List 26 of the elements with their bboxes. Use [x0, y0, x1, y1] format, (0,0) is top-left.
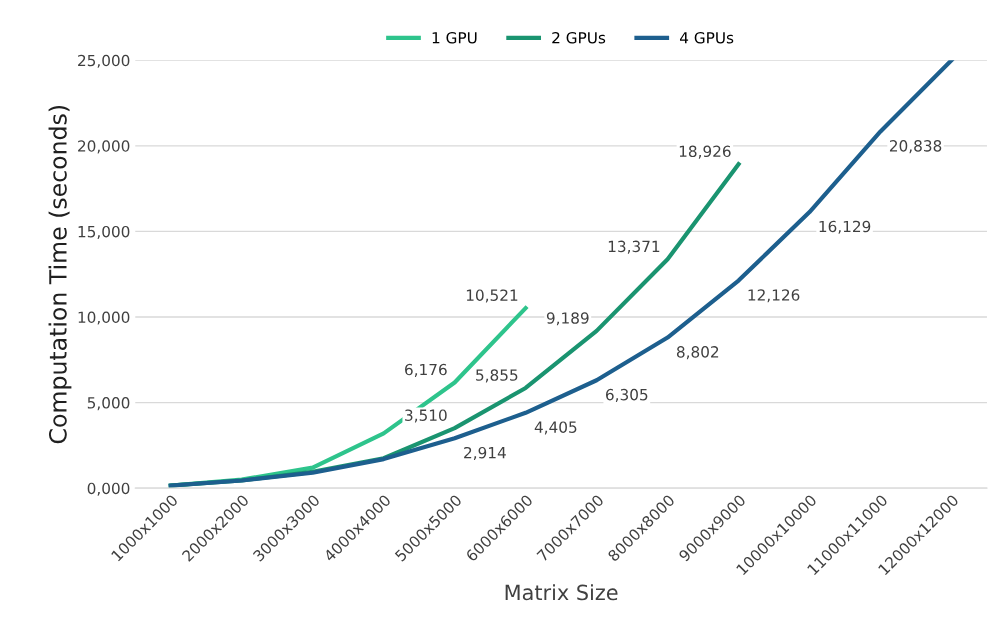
- y-tick-label: 20,000: [78, 140, 130, 154]
- legend-label: 4 GPUs: [679, 31, 734, 44]
- y-tick-label: 25,000: [78, 54, 130, 68]
- data-label: 6,305: [606, 388, 648, 402]
- data-label: 18,926: [679, 145, 731, 159]
- data-label: 12,126: [748, 289, 800, 303]
- data-label: 10,521: [466, 289, 518, 303]
- data-label: 20,838: [889, 140, 942, 154]
- data-label: 16,129: [819, 220, 871, 234]
- y-tick-label: 15,000: [78, 225, 130, 239]
- y-tick-label: 5,000: [87, 397, 130, 411]
- data-label: 8,802: [676, 346, 719, 360]
- data-label: 2,914: [464, 446, 506, 461]
- legend-label: 2 GPUs: [552, 31, 606, 44]
- data-label: 6,176: [405, 363, 447, 377]
- data-label: 5,855: [476, 369, 518, 383]
- legend-label: 1 GPU: [432, 31, 477, 44]
- y-tick-label: 0,000: [87, 482, 130, 496]
- x-axis-title: Matrix Size: [505, 584, 618, 601]
- data-label: 4,405: [534, 421, 577, 435]
- line-series: [168, 60, 954, 488]
- data-label: 9,189: [546, 312, 589, 326]
- data-label: 13,371: [608, 240, 660, 254]
- y-tick-label: 10,000: [78, 311, 130, 325]
- y-axis-title: Computation Time (seconds): [48, 105, 72, 444]
- data-label: 3,510: [405, 409, 447, 423]
